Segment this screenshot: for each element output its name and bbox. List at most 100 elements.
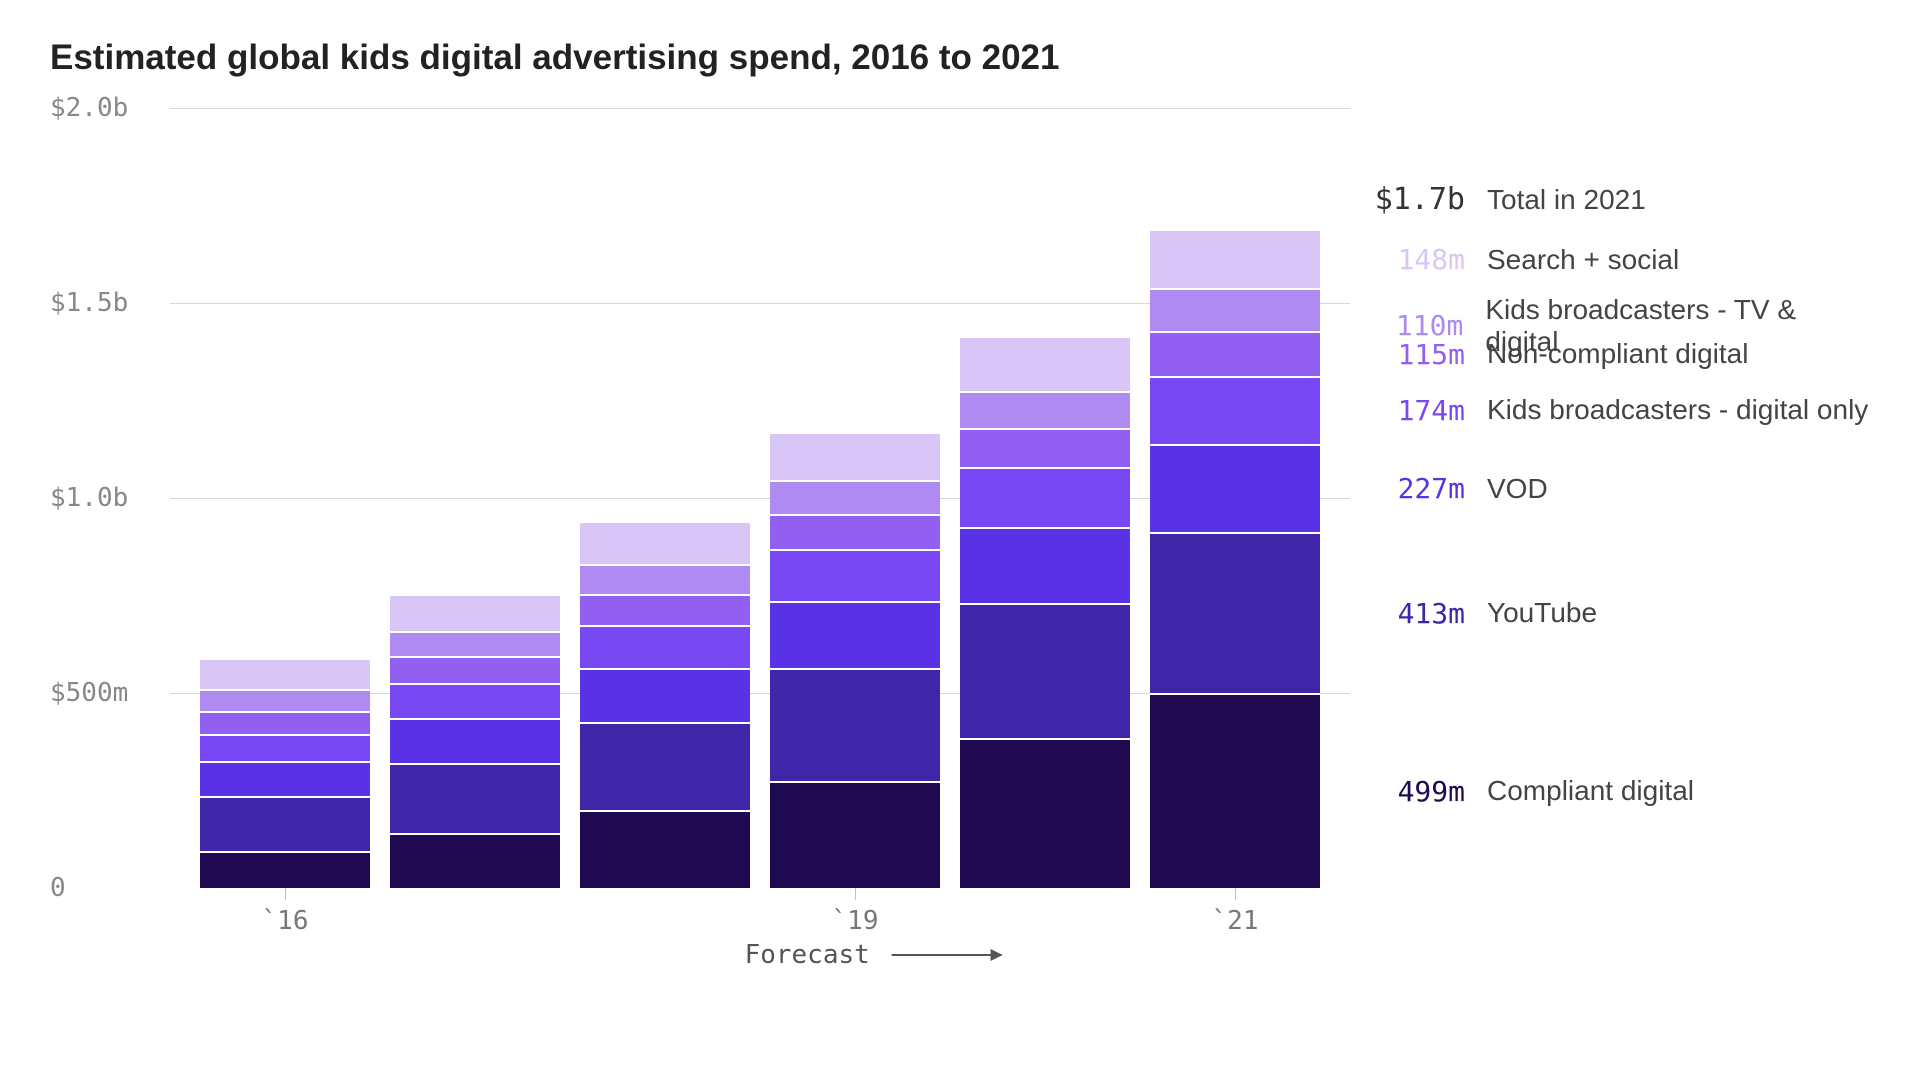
x-tick	[1235, 888, 1236, 900]
forecast-label: Forecast	[745, 940, 870, 970]
y-axis-label: $1.5b	[50, 288, 160, 318]
bar-segment-youtube	[770, 668, 940, 781]
bar-segment-kids_digital_only	[390, 683, 560, 718]
legend-label: Compliant digital	[1487, 775, 1694, 807]
bar-segment-non_compliant	[390, 656, 560, 683]
bar-segment-kids_tv_digital	[390, 631, 560, 656]
stacked-bar	[960, 338, 1130, 888]
bar-segment-search_social	[770, 434, 940, 481]
x-label-slot	[960, 888, 1130, 936]
x-axis-label: `16	[200, 906, 370, 936]
bar-segment-kids_tv_digital	[960, 391, 1130, 428]
legend-total-label: Total in 2021	[1487, 184, 1646, 216]
x-axis-label: `19	[770, 906, 940, 936]
legend-item-vod: 227m VOD	[1370, 472, 1548, 505]
bar-segment-youtube	[390, 763, 560, 833]
legend: $1.7bTotal in 2021148mSearch + social110…	[1350, 108, 1870, 988]
bar-segment-kids_digital_only	[770, 549, 940, 602]
bar-segment-youtube	[960, 603, 1130, 738]
bar-segment-search_social	[960, 338, 1130, 391]
y-axis-label: $500m	[50, 678, 160, 708]
bar-segment-compliant_digital	[390, 833, 560, 888]
bar-segment-kids_digital_only	[200, 734, 370, 761]
bar-segment-non_compliant	[580, 594, 750, 625]
bar-segment-vod	[1150, 444, 1320, 533]
bar-slot	[1150, 231, 1320, 889]
bar-segment-compliant_digital	[770, 781, 940, 888]
bar-segment-vod	[580, 668, 750, 723]
bar-segment-compliant_digital	[580, 810, 750, 888]
chart-container: Estimated global kids digital advertisin…	[0, 0, 1920, 1080]
x-tick	[285, 888, 286, 900]
bar-segment-compliant_digital	[1150, 693, 1320, 888]
legend-item-compliant_digital: 499m Compliant digital	[1370, 775, 1694, 808]
legend-amount: 227m	[1370, 472, 1465, 505]
bar-slot	[960, 338, 1130, 888]
x-axis-label: `21	[1150, 906, 1320, 936]
x-label-slot: `19	[770, 888, 940, 936]
x-tick	[855, 888, 856, 900]
bar-segment-search_social	[1150, 231, 1320, 289]
bar-segment-non_compliant	[960, 428, 1130, 467]
legend-amount: 148m	[1370, 243, 1465, 276]
legend-label: Kids broadcasters - digital only	[1487, 394, 1868, 426]
bar-segment-kids_digital_only	[960, 467, 1130, 527]
stacked-bar	[1150, 231, 1320, 889]
bar-segment-search_social	[390, 596, 560, 631]
stacked-bar	[200, 660, 370, 888]
bar-slot	[770, 434, 940, 888]
bar-segment-youtube	[580, 722, 750, 810]
x-label-slot	[580, 888, 750, 936]
bar-slot	[200, 660, 370, 888]
legend-item-youtube: 413m YouTube	[1370, 597, 1597, 630]
legend-label: YouTube	[1487, 597, 1597, 629]
arrow-right-icon	[892, 954, 1002, 956]
legend-header: $1.7b Total in 2021	[1370, 182, 1646, 217]
bar-segment-compliant_digital	[960, 738, 1130, 888]
plot-column: 0$500m$1.0b$1.5b$2.0b `16 `19 `21 Forecast	[50, 108, 1350, 988]
bar-segment-non_compliant	[200, 711, 370, 734]
legend-item-kids_digital_only: 174m Kids broadcasters - digital only	[1370, 394, 1868, 427]
forecast-indicator: Forecast	[745, 940, 1002, 970]
bar-segment-youtube	[1150, 532, 1320, 693]
legend-label: Search + social	[1487, 244, 1679, 276]
bar-segment-non_compliant	[1150, 331, 1320, 376]
bar-segment-kids_digital_only	[580, 625, 750, 668]
legend-amount: 499m	[1370, 775, 1465, 808]
stacked-bar	[390, 596, 560, 888]
x-label-slot: `16	[200, 888, 370, 936]
bar-segment-kids_tv_digital	[770, 480, 940, 513]
legend-label: VOD	[1487, 473, 1548, 505]
stacked-bar	[580, 523, 750, 888]
bar-segment-vod	[770, 601, 940, 667]
y-axis-label: 0	[50, 873, 160, 903]
legend-amount: 115m	[1370, 338, 1465, 371]
bar-segment-kids_tv_digital	[1150, 288, 1320, 331]
legend-total-amount: $1.7b	[1370, 182, 1465, 217]
legend-label: Non-compliant digital	[1487, 338, 1748, 370]
chart-title: Estimated global kids digital advertisin…	[50, 38, 1870, 78]
x-label-slot: `21	[1150, 888, 1320, 936]
bar-segment-compliant_digital	[200, 851, 370, 888]
bar-slot	[390, 596, 560, 888]
y-axis-label: $1.0b	[50, 483, 160, 513]
x-axis-labels: `16 `19 `21	[170, 888, 1350, 936]
legend-item-search_social: 148m Search + social	[1370, 243, 1679, 276]
legend-item-non_compliant: 115m Non-compliant digital	[1370, 338, 1748, 371]
legend-amount: 174m	[1370, 394, 1465, 427]
x-axis: `16 `19 `21 Forecast	[170, 888, 1350, 968]
stacked-bar	[770, 434, 940, 888]
bar-segment-kids_tv_digital	[580, 564, 750, 593]
plot: 0$500m$1.0b$1.5b$2.0b	[170, 108, 1350, 888]
legend-amount: 413m	[1370, 597, 1465, 630]
bars	[170, 108, 1350, 888]
legend-items: $1.7bTotal in 2021148mSearch + social110…	[1370, 108, 1870, 888]
bar-slot	[580, 523, 750, 888]
bar-segment-youtube	[200, 796, 370, 851]
bar-segment-non_compliant	[770, 514, 940, 549]
bar-segment-vod	[960, 527, 1130, 603]
bar-segment-search_social	[200, 660, 370, 689]
bar-segment-search_social	[580, 523, 750, 564]
bar-segment-vod	[200, 761, 370, 796]
bar-segment-kids_tv_digital	[200, 689, 370, 710]
